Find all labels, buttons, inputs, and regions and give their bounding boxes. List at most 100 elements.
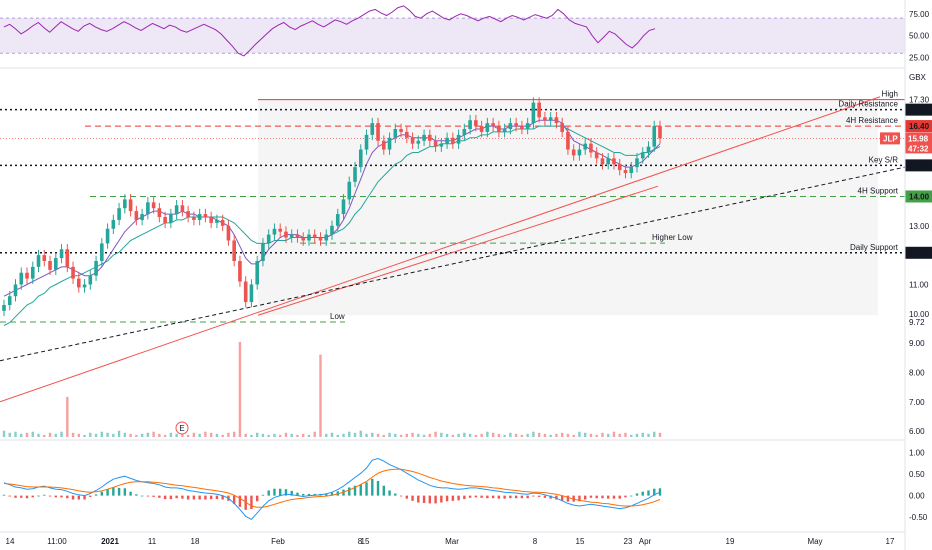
volume-bar	[94, 433, 98, 437]
candle-body	[410, 137, 415, 144]
macd-histogram-bar	[503, 495, 506, 499]
volume-bar	[618, 433, 621, 437]
macd-histogram-bar	[549, 495, 552, 499]
volume-bar	[181, 433, 184, 437]
macd-histogram-bar	[595, 495, 598, 499]
volume-bar	[348, 431, 351, 437]
macd-tick-label: 0.50	[909, 470, 925, 479]
volume-bars	[2, 342, 662, 437]
time-tick-label: May	[807, 537, 822, 546]
candle-body	[341, 199, 346, 215]
time-tick-label: 11	[148, 537, 157, 546]
macd-histogram-bar	[48, 495, 52, 497]
candle-body	[186, 211, 190, 217]
volume-bar	[382, 434, 385, 437]
macd-histogram-bar	[612, 495, 616, 499]
candle-body	[232, 240, 236, 261]
macd-histogram-bar	[348, 487, 351, 496]
volume-bar	[601, 432, 604, 437]
volume-bar	[302, 433, 305, 437]
macd-histogram-bar	[77, 495, 81, 500]
earnings-circle[interactable]	[175, 421, 189, 435]
macd-histogram-bar	[89, 495, 92, 497]
candle-body	[82, 284, 87, 288]
candle-body	[266, 234, 271, 244]
candle-body	[525, 123, 530, 129]
volume-bar	[20, 433, 23, 437]
candle-body	[53, 258, 58, 270]
candle-body	[238, 261, 242, 282]
volume-bar	[169, 432, 173, 437]
volume-bar	[653, 431, 656, 437]
level-axis-label: 14.00	[909, 192, 930, 201]
candle-body	[295, 234, 300, 238]
macd-histogram-bar	[8, 495, 11, 497]
macd-histogram-bar	[434, 495, 437, 504]
macd-histogram-bar	[445, 495, 449, 502]
candle-body	[399, 129, 403, 132]
macd-histogram-bar	[273, 488, 276, 496]
candle-body	[623, 170, 628, 173]
candle-body	[215, 219, 219, 223]
level-axis-tag	[905, 190, 932, 203]
macd-histogram-bar	[497, 495, 501, 499]
candle-body	[180, 205, 185, 212]
candle-body	[502, 129, 507, 132]
candle-body	[36, 255, 41, 267]
candle-body	[560, 123, 564, 132]
candle-body	[88, 275, 93, 285]
volume-bar	[158, 433, 161, 437]
dashed-trendline	[0, 166, 906, 362]
level-label: Daily Resistance	[838, 100, 898, 109]
candle-body	[77, 278, 81, 288]
trendlines[interactable]	[0, 96, 906, 403]
candle-body	[635, 158, 639, 168]
macd-histogram-bar	[54, 495, 57, 498]
candle-body	[209, 217, 213, 223]
volume-bar	[635, 433, 639, 437]
volume-bar	[221, 434, 224, 437]
volume-bar	[186, 434, 190, 437]
candle-body	[497, 126, 501, 132]
macd-histogram-bar	[238, 495, 242, 507]
macd-histogram-bar	[215, 495, 219, 500]
price-tick-label: 9.00	[909, 339, 925, 348]
volume-bar	[2, 430, 6, 437]
candle-body	[370, 123, 375, 135]
macd-histogram-bar	[399, 495, 403, 497]
macd-histogram-bar	[123, 488, 127, 496]
level-axis-label: 15.06	[909, 161, 930, 170]
macd-histogram-bar	[175, 495, 178, 499]
macd-histogram-bar	[486, 495, 489, 499]
candle-body	[531, 102, 536, 124]
candle-body	[474, 120, 478, 127]
macd-histogram-bar	[526, 495, 529, 499]
volume-bar	[440, 432, 443, 437]
volume-bar	[232, 431, 236, 437]
volume-bar	[589, 433, 593, 437]
candle-body	[255, 261, 259, 285]
candle-body	[491, 123, 495, 127]
earnings-marker[interactable]: E	[175, 421, 189, 435]
volume-bar	[255, 432, 259, 437]
volume-bar	[578, 431, 581, 437]
volume-bar	[394, 433, 397, 437]
candle-body	[140, 214, 144, 220]
candle-body	[13, 284, 18, 297]
macd-histogram-bar	[624, 495, 627, 498]
candle-body	[65, 249, 70, 267]
candle-body	[652, 126, 657, 147]
macd-histogram-bar	[152, 495, 155, 497]
candle-body	[589, 143, 593, 153]
price-tick-label: 6.00	[909, 427, 925, 436]
volume-bar	[284, 432, 288, 437]
macd-histogram-bar	[140, 495, 144, 497]
macd-tick-label: -0.50	[909, 513, 928, 522]
volume-bar	[491, 432, 495, 437]
macd-histogram-bar	[330, 492, 334, 496]
candle-body	[19, 272, 24, 285]
macd-histogram-bar	[382, 485, 385, 496]
candle-body	[301, 237, 306, 241]
candle-body	[220, 219, 225, 226]
